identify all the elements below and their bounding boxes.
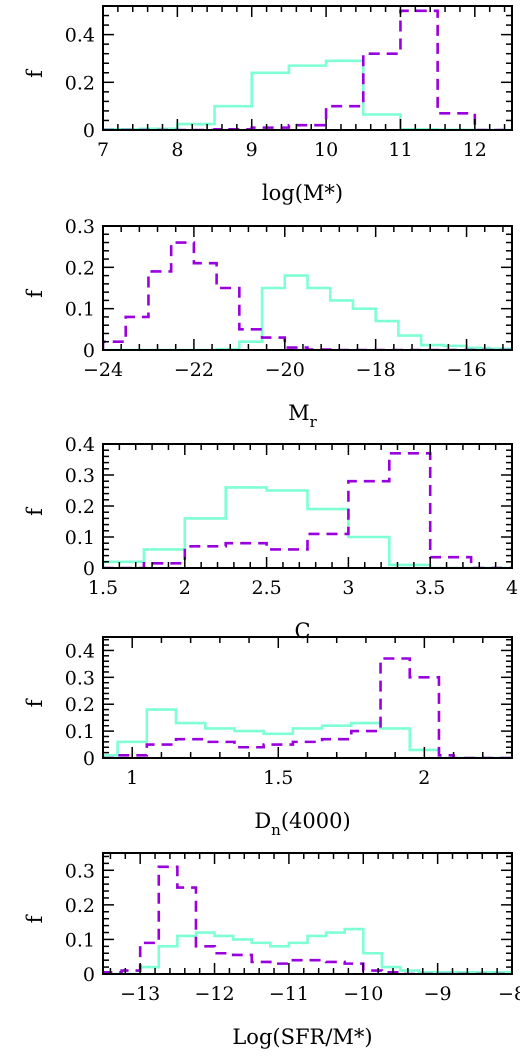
y-tick-label: 0.1 [65, 527, 95, 549]
series-dashed-line [103, 9, 512, 130]
series-solid-line [103, 927, 512, 974]
y-axis-label: f [23, 68, 47, 78]
x-axis-label-subscript: r [310, 413, 318, 431]
panel-2: −24 −22 −20 −18 −16 0 0.1 0.2 0.3 f Mr [23, 216, 513, 431]
x-tick-label: 4 [506, 577, 518, 599]
series-dashed-line [103, 452, 512, 568]
x-tick-label: 1.5 [263, 767, 293, 789]
panel-3: 1.5 2 2.5 3 3.5 400.10.20.30.4fC [23, 434, 518, 643]
x-tick-label: −22 [174, 359, 214, 381]
y-tick-label: 0.2 [65, 496, 95, 518]
y-axis-label: f [23, 913, 47, 923]
panel-1: 7 8 9 10 11 12 0 0.2 0.4 f log(M*) [23, 5, 513, 205]
x-tick-label: −16 [447, 359, 487, 381]
plot-frame [102, 225, 513, 351]
y-tick-label: 0.2 [65, 72, 95, 94]
x-tick-label: 2.5 [251, 577, 281, 599]
x-tick-label: 2 [418, 767, 430, 789]
x-tick-label: −11 [269, 983, 309, 1005]
y-tick-label: 0.2 [65, 694, 95, 716]
x-tick-label: 9 [246, 139, 258, 161]
series-solid-line [103, 486, 512, 568]
x-tick-label: −8 [498, 983, 520, 1005]
panel-4: 1 1.5 2 0 0.1 0.2 0.3 0.4 f Dn(4000) [23, 636, 513, 839]
x-tick-label: −9 [424, 983, 452, 1005]
x-tick-label: 1.5 [88, 577, 118, 599]
x-tick-label: −10 [343, 983, 383, 1005]
x-tick-label: −12 [194, 983, 234, 1005]
x-axis-label-main: D [254, 809, 271, 833]
x-tick-label: −20 [265, 359, 305, 381]
x-tick-label: 2 [179, 577, 191, 599]
x-tick-label: 12 [463, 139, 487, 161]
x-tick-label: 8 [171, 139, 183, 161]
y-axis-label: f [23, 506, 47, 516]
x-axis-label: Log(SFR/M*) [232, 1025, 372, 1049]
y-tick-label: 0.2 [65, 895, 95, 917]
x-axis-label-suffix: (4000) [281, 809, 351, 833]
series-solid-line [103, 708, 512, 758]
panel-5: −13 −12 −11 −10 −9 −8 0 0.1 0.2 0.3 f Log(SFR/M*) [23, 852, 520, 1049]
y-tick-label: 0.3 [65, 465, 95, 487]
x-axis-label-main: M [288, 401, 310, 425]
x-axis-label-main: Log(SFR/M*) [232, 1025, 372, 1049]
x-tick-label: 3 [342, 577, 354, 599]
y-tick-label: 0.2 [65, 257, 95, 279]
y-tick-label: 0.3 [65, 860, 95, 882]
y-tick-label: 0.3 [65, 667, 95, 689]
y-tick-label: 0.1 [65, 299, 95, 321]
x-tick-label: 10 [314, 139, 338, 161]
y-tick-label: 0 [83, 558, 95, 580]
plot-frame [102, 636, 513, 759]
y-axis-label: f [23, 288, 47, 298]
x-tick-label: 7 [97, 139, 109, 161]
y-tick-label: 0.4 [65, 640, 95, 662]
y-tick-label: 0.4 [65, 25, 95, 47]
series-dashed-line [103, 241, 512, 350]
y-tick-label: 0 [83, 964, 95, 986]
plot-frame [102, 5, 513, 131]
x-tick-label: −18 [356, 359, 396, 381]
plot-frame [102, 852, 513, 975]
x-axis-label: Mr [288, 401, 318, 431]
x-axis-label: Dn(4000) [254, 809, 350, 839]
x-tick-label: −13 [120, 983, 160, 1005]
x-axis-label-subscript: n [271, 821, 281, 839]
y-tick-label: 0 [83, 120, 95, 142]
series-solid-line [103, 59, 512, 130]
x-tick-label: 3.5 [415, 577, 445, 599]
x-axis-label: log(M*) [262, 181, 343, 205]
x-tick-label: −24 [83, 359, 123, 381]
y-tick-label: 0.3 [65, 216, 95, 238]
y-tick-label: 0 [83, 340, 95, 362]
x-axis-label-main: log(M*) [262, 181, 343, 205]
series-dashed-line [103, 865, 512, 974]
y-tick-label: 0.1 [65, 929, 95, 951]
series-solid-line [103, 274, 512, 350]
y-axis-label: f [23, 697, 47, 707]
x-tick-label: 1 [126, 767, 138, 789]
x-tick-label: 11 [388, 139, 412, 161]
y-tick-label: 0 [83, 748, 95, 770]
series-dashed-line [103, 657, 512, 758]
y-tick-label: 0.4 [65, 434, 95, 456]
y-tick-label: 0.1 [65, 721, 95, 743]
